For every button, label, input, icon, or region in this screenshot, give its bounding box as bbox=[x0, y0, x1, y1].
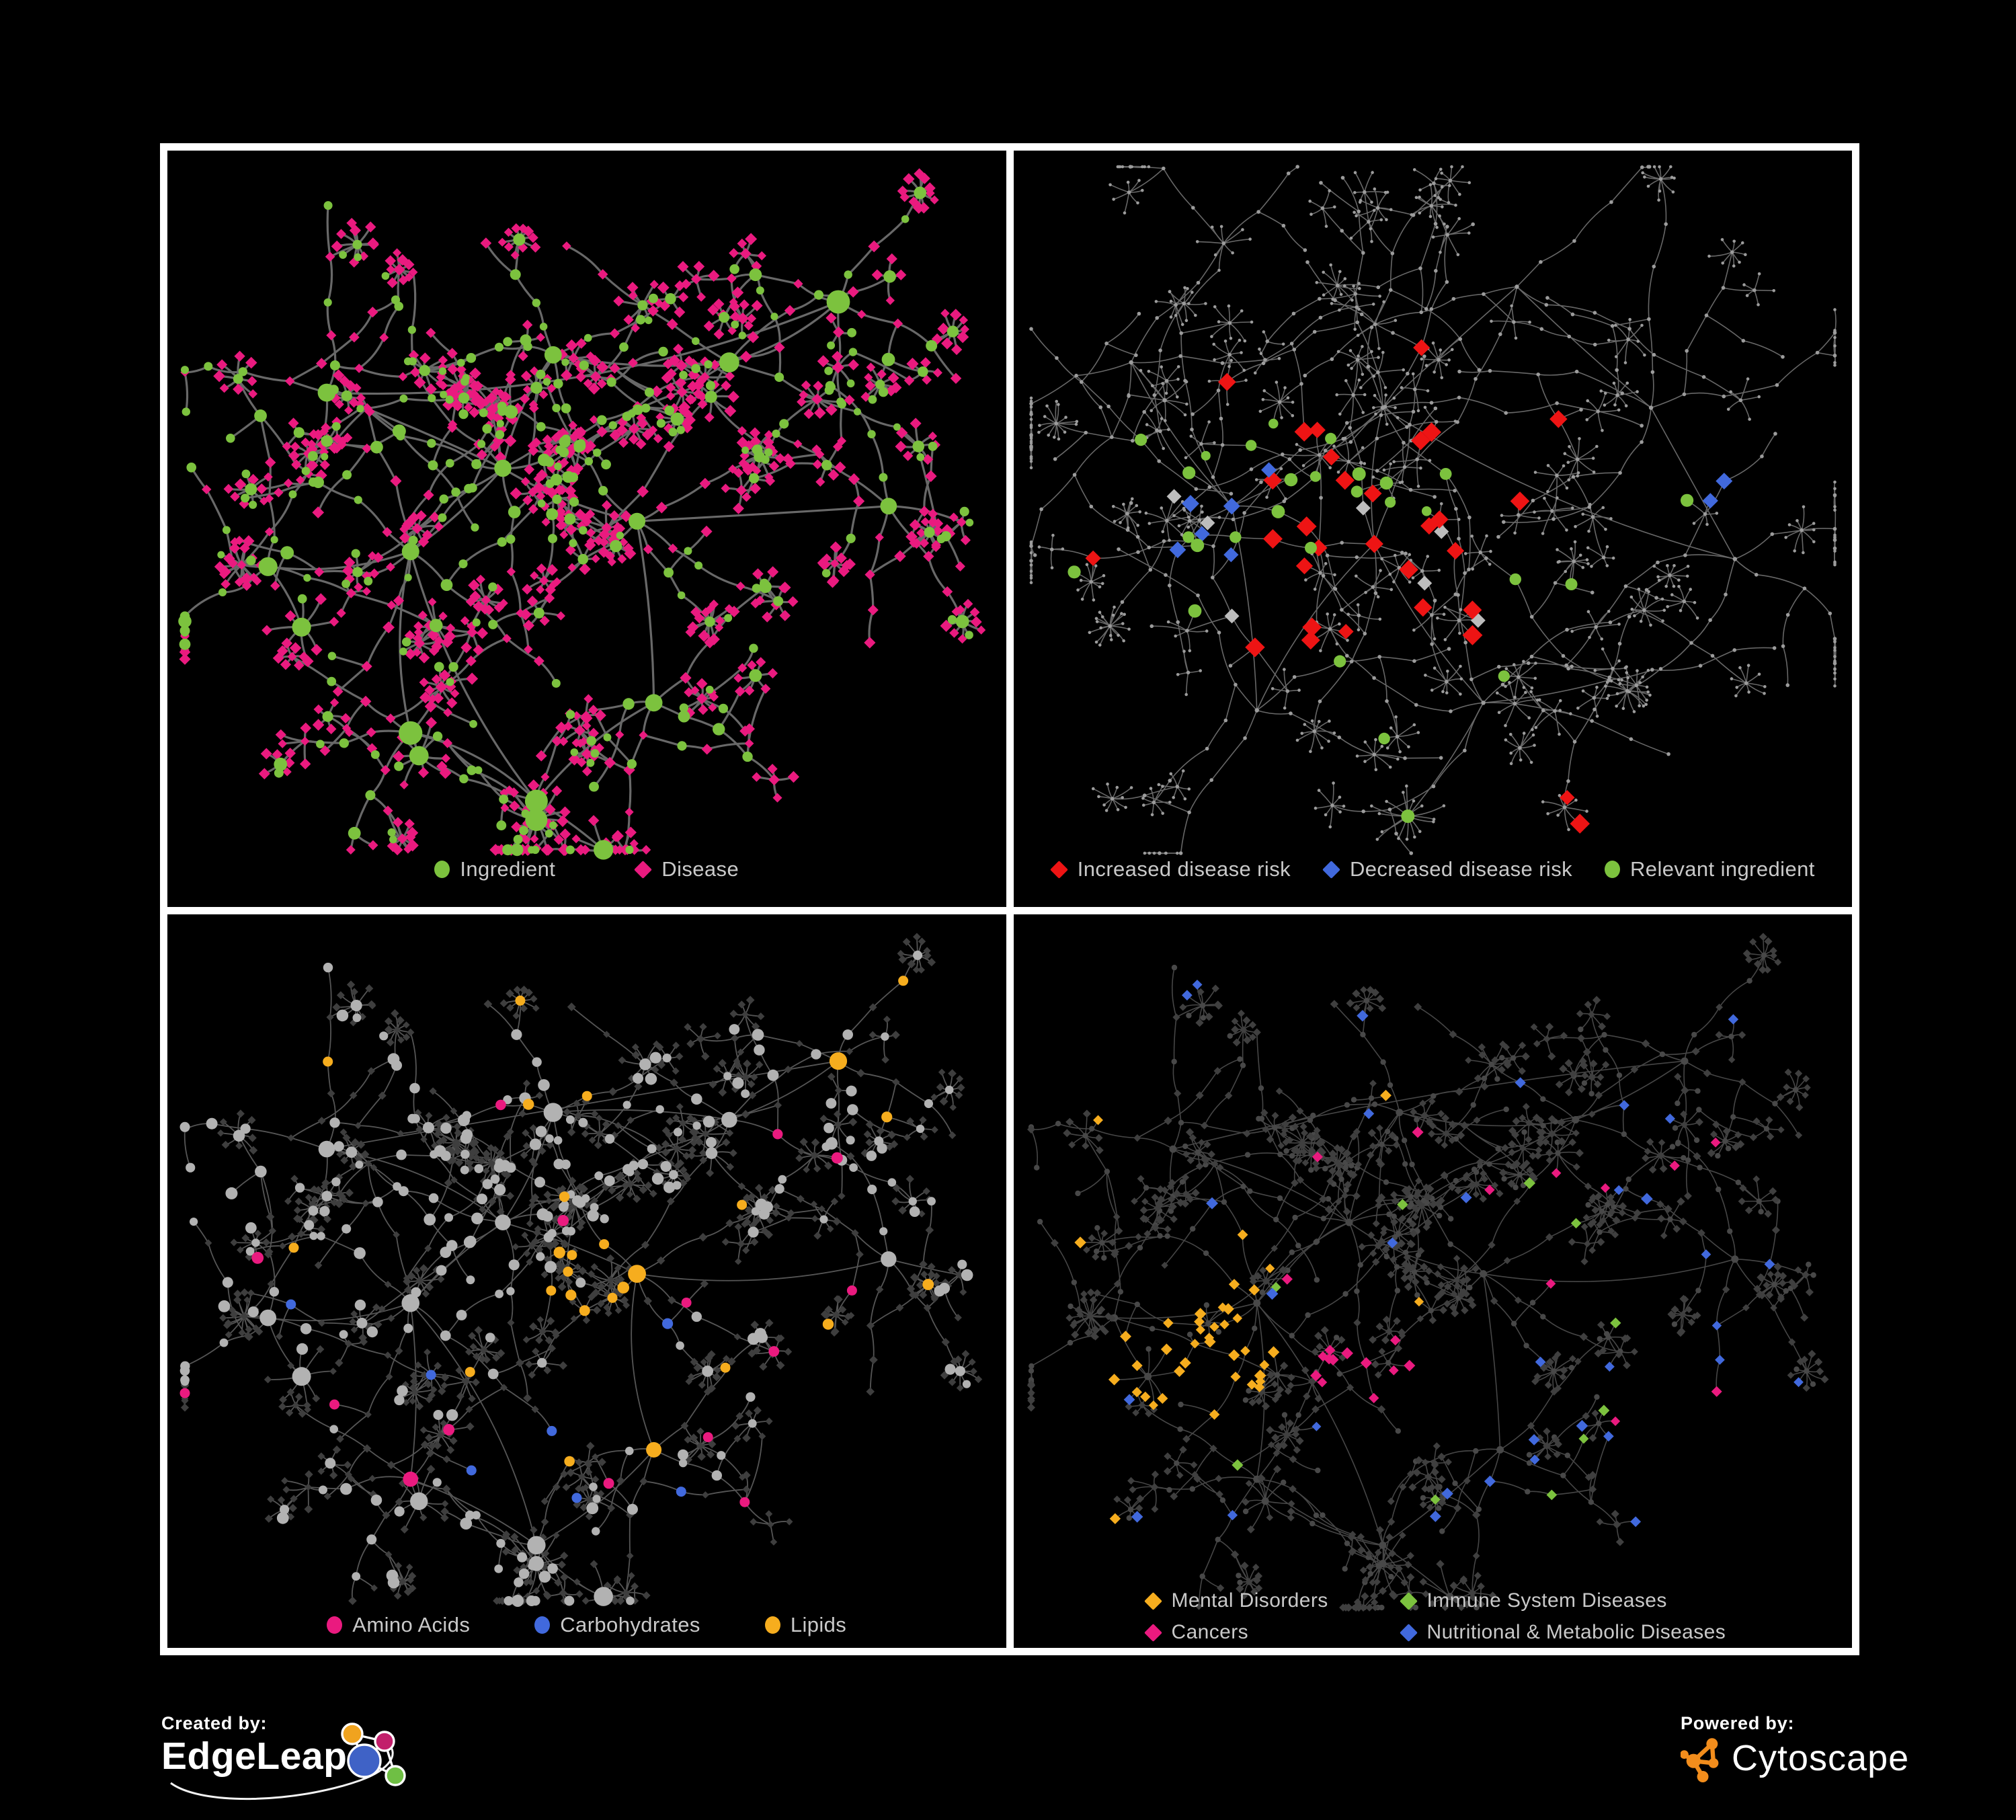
ingredient-nodes-layer bbox=[179, 950, 973, 1607]
nutritional-metabolic-diseases-diamond-marker-icon bbox=[1399, 1623, 1418, 1642]
network-ingredient-disease bbox=[178, 168, 986, 860]
edgeleap-logo-icon bbox=[341, 1723, 406, 1786]
legend-item-cancers: Cancers bbox=[1143, 1621, 1400, 1644]
panel-disease-classes: Mental Disorders Immune System Diseases Ca… bbox=[1013, 914, 1852, 1648]
panel-ingredient-disease: Ingredient Disease bbox=[167, 151, 1006, 907]
panel-nutrient-classes: Amino Acids Carbohydrates Lipids bbox=[167, 914, 1006, 1648]
legend-item-nutritional-metabolic-diseases: Nutritional & Metabolic Diseases bbox=[1399, 1621, 1726, 1644]
ingredient-nodes-layer bbox=[1028, 952, 1816, 1611]
cytoscape-credit: Powered by: Cytoscape bbox=[1681, 1713, 1923, 1807]
network-grid: Ingredient Disease Increased disease risk… bbox=[160, 143, 1859, 1655]
immune-system-diseases-diamond-marker-icon bbox=[1399, 1591, 1418, 1610]
edgeleap-credit: Created by: EdgeLeap bbox=[161, 1713, 417, 1817]
edgeleap-wordmark: EdgeLeap bbox=[161, 1735, 348, 1778]
panel-disease-risk: Increased disease risk Decreased disease … bbox=[1013, 151, 1852, 907]
colored-nodes-layer bbox=[1074, 980, 1804, 1528]
mental-disorders-diamond-marker-icon bbox=[1143, 1591, 1162, 1610]
disease-nodes-layer bbox=[179, 168, 986, 857]
network-disease-risk bbox=[1029, 165, 1837, 855]
legend-label: Cancers bbox=[1171, 1621, 1249, 1643]
cancers-diamond-marker-icon bbox=[1143, 1623, 1162, 1642]
highlight-nodes-layer bbox=[1067, 339, 1732, 834]
base-nodes-layer bbox=[1029, 165, 1837, 855]
cytoscape-logo-icon bbox=[1681, 1738, 1719, 1782]
legend-label: Mental Disorders bbox=[1171, 1589, 1328, 1612]
disease-nodes-layer bbox=[1026, 933, 1829, 1612]
disease-nodes-layer bbox=[180, 933, 983, 1606]
legend-item-immune-system-diseases: Immune System Diseases bbox=[1399, 1589, 1726, 1612]
created-by-label: Created by: bbox=[161, 1713, 268, 1733]
legend-label: Immune System Diseases bbox=[1426, 1589, 1667, 1612]
legend-item-mental-disorders: Mental Disorders bbox=[1143, 1589, 1400, 1612]
network-disease-classes bbox=[1026, 933, 1829, 1612]
cytoscape-wordmark: Cytoscape bbox=[1732, 1738, 1910, 1779]
colored-nodes-layer bbox=[179, 976, 934, 1507]
legend-disease-classes: Mental Disorders Immune System Diseases Ca… bbox=[1143, 1589, 1726, 1644]
network-nutrient-classes bbox=[179, 933, 983, 1607]
edges-layer bbox=[1029, 165, 1837, 855]
legend-label: Nutritional & Metabolic Diseases bbox=[1426, 1621, 1726, 1643]
ingredient-nodes-layer bbox=[178, 186, 974, 860]
powered-by-label: Powered by: bbox=[1681, 1713, 1795, 1733]
